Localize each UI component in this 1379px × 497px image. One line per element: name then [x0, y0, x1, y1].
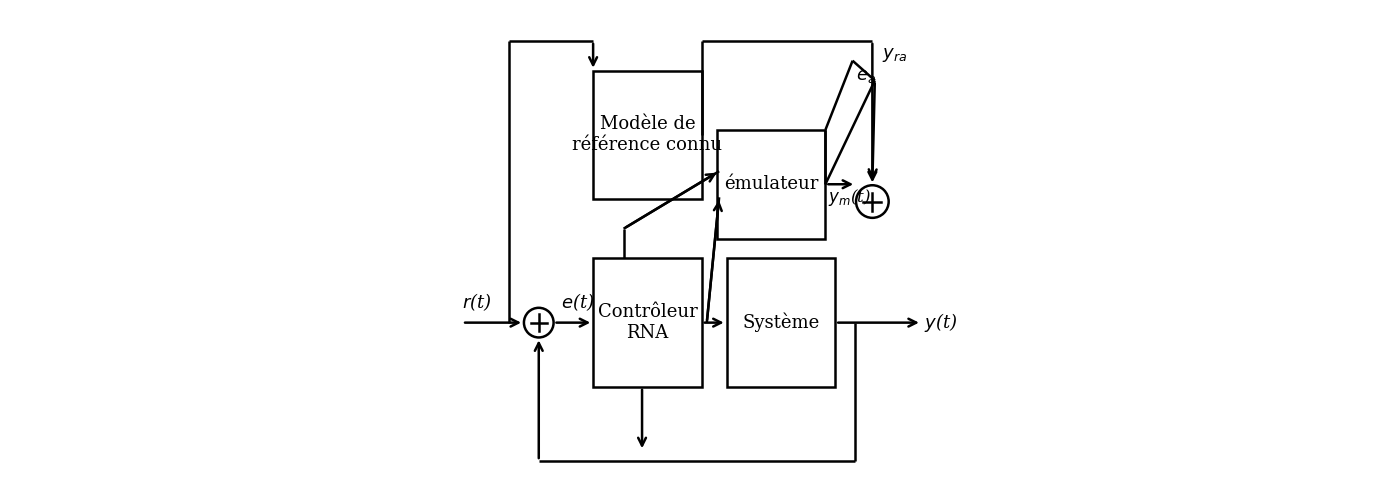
Text: $y_{ra}$: $y_{ra}$ — [883, 46, 907, 64]
Text: Système: Système — [742, 313, 819, 332]
Text: $r$(t): $r$(t) — [462, 291, 492, 313]
Text: Contrôleur
RNA: Contrôleur RNA — [597, 303, 698, 342]
Text: $e_a$: $e_a$ — [856, 67, 876, 84]
Text: $y$(t): $y$(t) — [924, 311, 958, 334]
Text: $e$(t): $e$(t) — [561, 291, 594, 313]
Bar — [593, 71, 702, 199]
Bar — [593, 258, 702, 387]
Bar — [717, 130, 826, 239]
Text: $y_m$(t): $y_m$(t) — [827, 187, 872, 208]
Bar — [727, 258, 836, 387]
Text: émulateur: émulateur — [724, 175, 818, 193]
Text: Modèle de
référence connu: Modèle de référence connu — [572, 115, 723, 154]
